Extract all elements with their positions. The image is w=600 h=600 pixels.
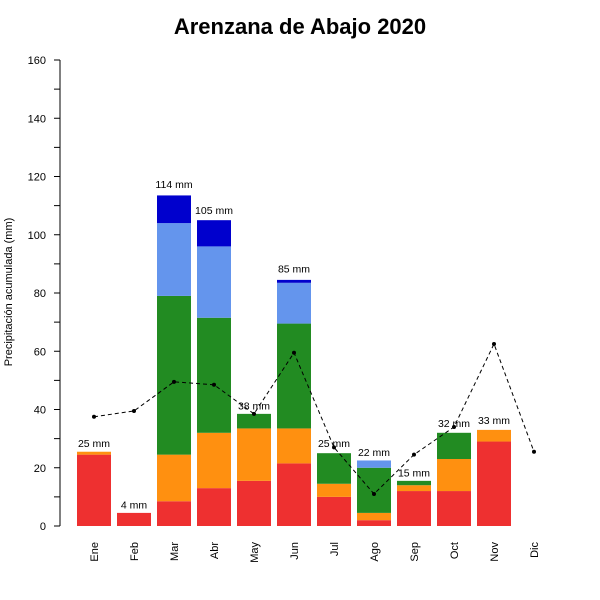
reference-point bbox=[252, 411, 256, 416]
bar-segment bbox=[157, 454, 191, 502]
y-axis-label: Precipitación acumulada (mm) bbox=[3, 218, 15, 367]
data-label: 22 mm bbox=[358, 447, 390, 459]
bar-segment bbox=[197, 220, 231, 247]
reference-line bbox=[93, 342, 535, 495]
bar-segment bbox=[157, 223, 191, 296]
y-tick-label: 60 bbox=[34, 346, 46, 358]
chart-title: Arenzana de Abajo 2020 bbox=[173, 14, 427, 39]
x-tick-label: Nov bbox=[489, 542, 501, 562]
data-label: 38 mm bbox=[238, 400, 270, 412]
bar-segment bbox=[197, 432, 231, 489]
bar-segment bbox=[397, 485, 431, 492]
data-label: 25 mm bbox=[78, 438, 110, 450]
data-label: 15 mm bbox=[398, 467, 430, 479]
bar-segment bbox=[77, 454, 111, 526]
bar-segment bbox=[397, 491, 431, 526]
bar-segment bbox=[197, 317, 231, 433]
bar-segment bbox=[277, 282, 311, 324]
bar-segment bbox=[317, 453, 351, 484]
reference-point bbox=[92, 414, 96, 419]
y-tick-label: 80 bbox=[34, 288, 46, 300]
bar-segment bbox=[77, 451, 111, 455]
bar-segment bbox=[477, 429, 511, 442]
data-label: 25 mm bbox=[318, 438, 350, 450]
x-tick-label: May bbox=[249, 542, 261, 563]
y-tick-label: 160 bbox=[28, 55, 46, 67]
bar-segment bbox=[197, 246, 231, 318]
bar-segment bbox=[357, 467, 391, 513]
data-label: 4 mm bbox=[121, 499, 148, 511]
bar-segment bbox=[437, 491, 471, 526]
bar-segment bbox=[437, 459, 471, 492]
x-tick-label: Abr bbox=[209, 542, 221, 559]
reference-point bbox=[292, 350, 296, 355]
bar-segment bbox=[397, 480, 431, 486]
reference-point bbox=[412, 452, 416, 457]
bar-segment bbox=[237, 413, 271, 429]
bar-segment bbox=[317, 496, 351, 526]
reference-point bbox=[132, 408, 136, 413]
bar-segment bbox=[157, 295, 191, 455]
x-tick-label: Dic bbox=[529, 542, 541, 558]
bar-segment bbox=[157, 501, 191, 526]
x-tick-label: Jul bbox=[329, 542, 341, 556]
data-label: 32 mm bbox=[438, 418, 470, 430]
bar-segment bbox=[357, 520, 391, 526]
y-tick-label: 100 bbox=[28, 230, 46, 242]
bar-segment bbox=[477, 441, 511, 526]
bar-segment bbox=[117, 512, 151, 526]
x-tick-label: Ago bbox=[369, 542, 381, 562]
bar-segment bbox=[277, 463, 311, 526]
bar-segment bbox=[197, 488, 231, 526]
bar-segment bbox=[317, 483, 351, 497]
reference-point bbox=[452, 424, 456, 429]
data-label: 33 mm bbox=[478, 415, 510, 427]
y-tick-label: 40 bbox=[34, 405, 46, 417]
y-tick-label: 0 bbox=[40, 521, 46, 533]
reference-point bbox=[332, 445, 336, 450]
bar-segment bbox=[277, 428, 311, 464]
data-label: 85 mm bbox=[278, 263, 310, 275]
reference-point bbox=[172, 379, 176, 384]
y-tick-label: 140 bbox=[28, 113, 46, 125]
bar-segment bbox=[277, 279, 311, 283]
bar-segment bbox=[157, 195, 191, 224]
data-label: 105 mm bbox=[195, 205, 233, 217]
x-tick-label: Sep bbox=[409, 542, 421, 562]
y-tick-label: 120 bbox=[28, 172, 46, 184]
bar-segment bbox=[237, 480, 271, 526]
x-tick-label: Feb bbox=[129, 542, 141, 561]
x-tick-label: Ene bbox=[89, 542, 101, 562]
reference-point bbox=[532, 449, 536, 454]
x-tick-label: Mar bbox=[169, 542, 181, 561]
reference-point bbox=[212, 382, 216, 387]
bar-segment bbox=[277, 323, 311, 429]
bar-segment bbox=[357, 512, 391, 521]
bar-segment bbox=[237, 428, 271, 481]
bar-segment bbox=[357, 460, 391, 468]
x-tick-label: Oct bbox=[449, 542, 461, 559]
reference-point bbox=[372, 491, 376, 496]
reference-point bbox=[492, 341, 496, 346]
x-tick-label: Jun bbox=[289, 542, 301, 560]
y-tick-label: 20 bbox=[34, 463, 46, 475]
bar-segment bbox=[437, 432, 471, 460]
data-label: 114 mm bbox=[155, 179, 192, 191]
